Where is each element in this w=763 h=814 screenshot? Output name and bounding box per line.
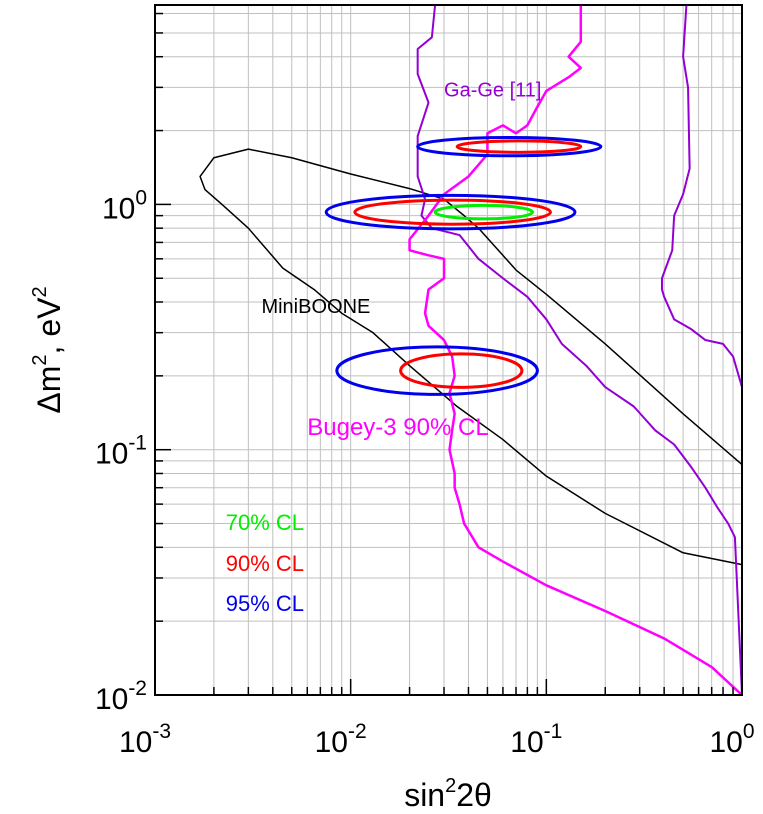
annotation-bugey: Bugey-3 90% CL [307, 414, 488, 441]
axis-ticks [154, 12, 743, 696]
x-tick-label: 100 [709, 720, 754, 759]
curve-miniboone_region [199, 148, 743, 566]
curve-gage_left [416, 4, 743, 696]
y-tick-label: 10-2 [95, 677, 147, 716]
x-axis-label: sin22θ [404, 775, 492, 813]
annotation-gage: Ga-Ge [11] [444, 80, 541, 102]
y-axis-label: Δm2, eV2 [29, 286, 67, 413]
contour-e90_low [399, 352, 524, 389]
contour-e95_low [335, 345, 539, 396]
contour-e95_mid [324, 193, 577, 231]
contour-e70_mid [433, 203, 535, 221]
grid [154, 5, 743, 696]
x-tick-label: 10-1 [510, 720, 562, 759]
series-layer [199, 4, 743, 696]
curve-bugey [408, 5, 743, 696]
annotations: Ga-Ge [11] MiniBOONE Bugey-3 90% CL [261, 80, 541, 441]
plot-frame [154, 4, 743, 696]
legend-cl90: 90% CL [226, 551, 304, 576]
legend: 70% CL 90% CL 95% CL [226, 510, 304, 616]
tick-labels: 10-3 10-2 10-1 100 10-2 10-1 100 [95, 186, 755, 759]
annotation-miniboone: MiniBOONE [261, 296, 370, 318]
x-tick-label: 10-2 [315, 720, 367, 759]
x-tick-label: 10-3 [119, 720, 171, 759]
contour-e90_mid [353, 198, 552, 226]
y-tick-label: 10-1 [95, 432, 147, 471]
legend-cl95: 95% CL [226, 591, 304, 616]
curve-gage_right [660, 4, 743, 388]
contour-e95_top [416, 135, 603, 158]
legend-cl70: 70% CL [226, 510, 304, 535]
contour-e90_top [455, 139, 583, 154]
y-tick-label: 100 [102, 186, 147, 225]
